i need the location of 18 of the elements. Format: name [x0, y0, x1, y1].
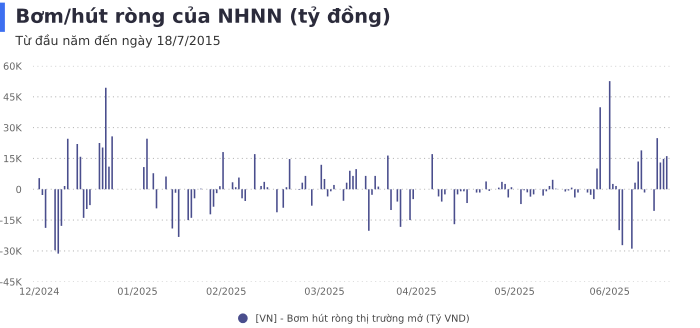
x-tick-label: 12/2024 — [20, 287, 59, 296]
legend-label: [VN] - Bơm hút ròng thị trường mở (Tỷ VND) — [256, 314, 469, 324]
y-tick-label: 45K — [4, 93, 22, 101]
x-tick-label: 04/2025 — [396, 287, 436, 296]
y-tick-label: -30K — [0, 247, 22, 255]
chart-subtitle: Từ đầu năm đến ngày 18/7/2015 — [15, 34, 220, 48]
y-tick-label: 0 — [16, 186, 22, 194]
y-tick-label: 30K — [4, 124, 22, 132]
x-tick-label: 05/2025 — [495, 287, 534, 296]
y-tick-label: -45K — [0, 278, 22, 286]
x-tick-label: 01/2025 — [118, 287, 157, 296]
x-tick-label: 06/2025 — [590, 287, 630, 296]
y-tick-label: 15K — [4, 155, 22, 162]
x-tick-label: 02/2025 — [206, 287, 246, 296]
y-tick-label: 60K — [4, 62, 22, 70]
x-tick-label: 03/2025 — [304, 287, 344, 296]
y-tick-label: -15K — [0, 216, 22, 224]
chart-title: Bơm/hút ròng của NHNN (tỷ đồng) — [17, 6, 390, 28]
